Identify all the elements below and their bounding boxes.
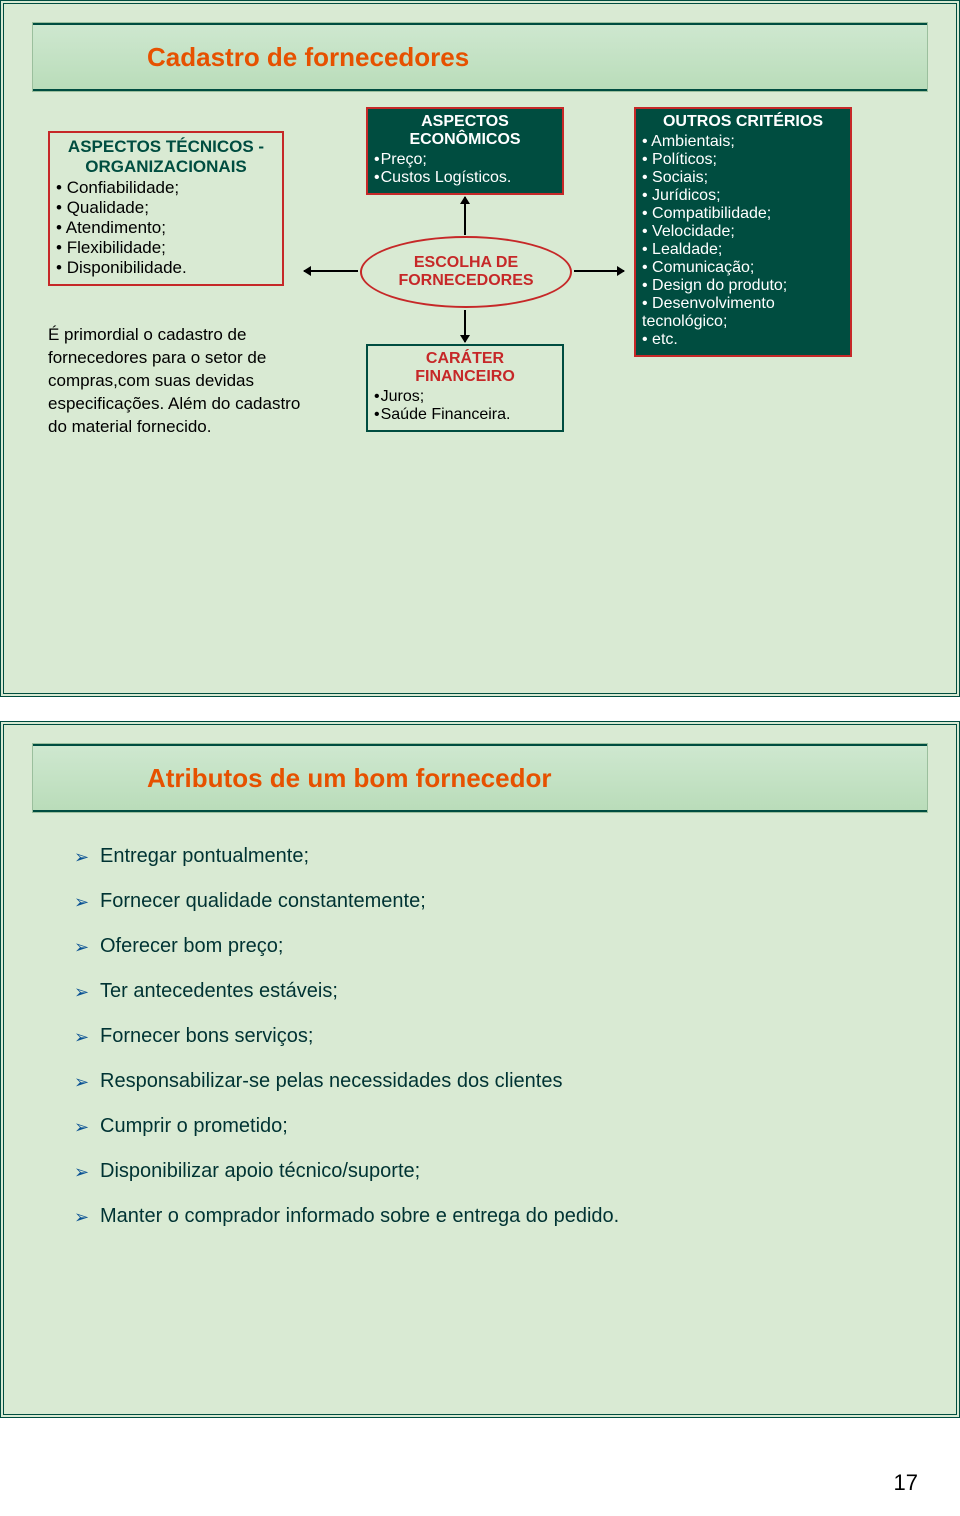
slide-atributos: Atributos de um bom fornecedor Entregar … <box>0 721 960 1418</box>
list-item: Ambientais; <box>642 133 844 151</box>
list-item: Sociais; <box>642 169 844 187</box>
slide2-list: Entregar pontualmente; Fornecer qualidad… <box>74 845 886 1250</box>
box-economicos-header: ASPECTOS ECONÔMICOS <box>374 113 556 149</box>
list-item: Qualidade; <box>56 198 276 218</box>
list-item: Fornecer qualidade constantemente; <box>74 890 886 913</box>
box-financeiro: CARÁTER FINANCEIRO Juros; Saúde Financei… <box>366 344 564 432</box>
list-item: Atendimento; <box>56 218 276 238</box>
box-outros-header: OUTROS CRITÉRIOS <box>642 113 844 131</box>
list-item: Desenvolvimento tecnológico; <box>642 295 844 331</box>
list-item: Políticos; <box>642 151 844 169</box>
list-item: Comunicação; <box>642 259 844 277</box>
box-outros: OUTROS CRITÉRIOS Ambientais; Políticos; … <box>634 107 852 357</box>
list-item: Custos Logísticos. <box>374 169 556 187</box>
list-item: Cumprir o prometido; <box>74 1115 886 1138</box>
list-item: Flexibilidade; <box>56 238 276 258</box>
list-item: Disponibilidade. <box>56 258 276 278</box>
box-financeiro-header: CARÁTER FINANCEIRO <box>374 350 556 386</box>
list-item: Design do produto; <box>642 277 844 295</box>
slide1-paragraph: É primordial o cadastro de fornecedores … <box>48 324 316 439</box>
list-item: Juros; <box>374 388 556 406</box>
list-item: Oferecer bom preço; <box>74 935 886 958</box>
list-item: Lealdade; <box>642 241 844 259</box>
list-item: Responsabilizar-se pelas necessidades do… <box>74 1070 886 1093</box>
box-outros-list: Ambientais; Políticos; Sociais; Jurídico… <box>642 133 844 349</box>
box-tecnicos: ASPECTOS TÉCNICOS - ORGANIZACIONAIS Conf… <box>48 131 284 286</box>
box-economicos-list: Preço; Custos Logísticos. <box>374 151 556 187</box>
box-economicos: ASPECTOS ECONÔMICOS Preço; Custos Logíst… <box>366 107 564 195</box>
list-item: Ter antecedentes estáveis; <box>74 980 886 1003</box>
arrow-down-icon <box>464 310 466 342</box>
list-item: Velocidade; <box>642 223 844 241</box>
list-item: Jurídicos; <box>642 187 844 205</box>
box-tecnicos-header: ASPECTOS TÉCNICOS - ORGANIZACIONAIS <box>56 137 276 176</box>
list-item: Compatibilidade; <box>642 205 844 223</box>
list-item: Entregar pontualmente; <box>74 845 886 868</box>
box-financeiro-list: Juros; Saúde Financeira. <box>374 388 556 424</box>
slide2-title-bar: Atributos de um bom fornecedor <box>32 743 928 813</box>
node-escolha-fornecedores: ESCOLHA DE FORNECEDORES <box>360 236 572 308</box>
ellipse-line2: FORNECEDORES <box>398 272 533 290</box>
list-item: etc. <box>642 331 844 349</box>
list-item: Fornecer bons serviços; <box>74 1025 886 1048</box>
slide-cadastro: Cadastro de fornecedores ASPECTOS TÉCNIC… <box>0 0 960 697</box>
list-item: Confiabilidade; <box>56 178 276 198</box>
slide1-title-bar: Cadastro de fornecedores <box>32 22 928 92</box>
arrow-right-icon <box>574 270 624 272</box>
ellipse-line1: ESCOLHA DE <box>414 254 518 272</box>
arrow-left-icon <box>304 270 358 272</box>
list-item: Disponibilizar apoio técnico/suporte; <box>74 1160 886 1183</box>
arrow-down-icon <box>464 197 466 235</box>
slide1-title: Cadastro de fornecedores <box>147 42 469 73</box>
list-item: Preço; <box>374 151 556 169</box>
slide2-title: Atributos de um bom fornecedor <box>147 763 551 794</box>
box-tecnicos-list: Confiabilidade; Qualidade; Atendimento; … <box>56 178 276 278</box>
page-number: 17 <box>0 1442 960 1516</box>
list-item: Manter o comprador informado sobre e ent… <box>74 1205 886 1228</box>
list-item: Saúde Financeira. <box>374 406 556 424</box>
